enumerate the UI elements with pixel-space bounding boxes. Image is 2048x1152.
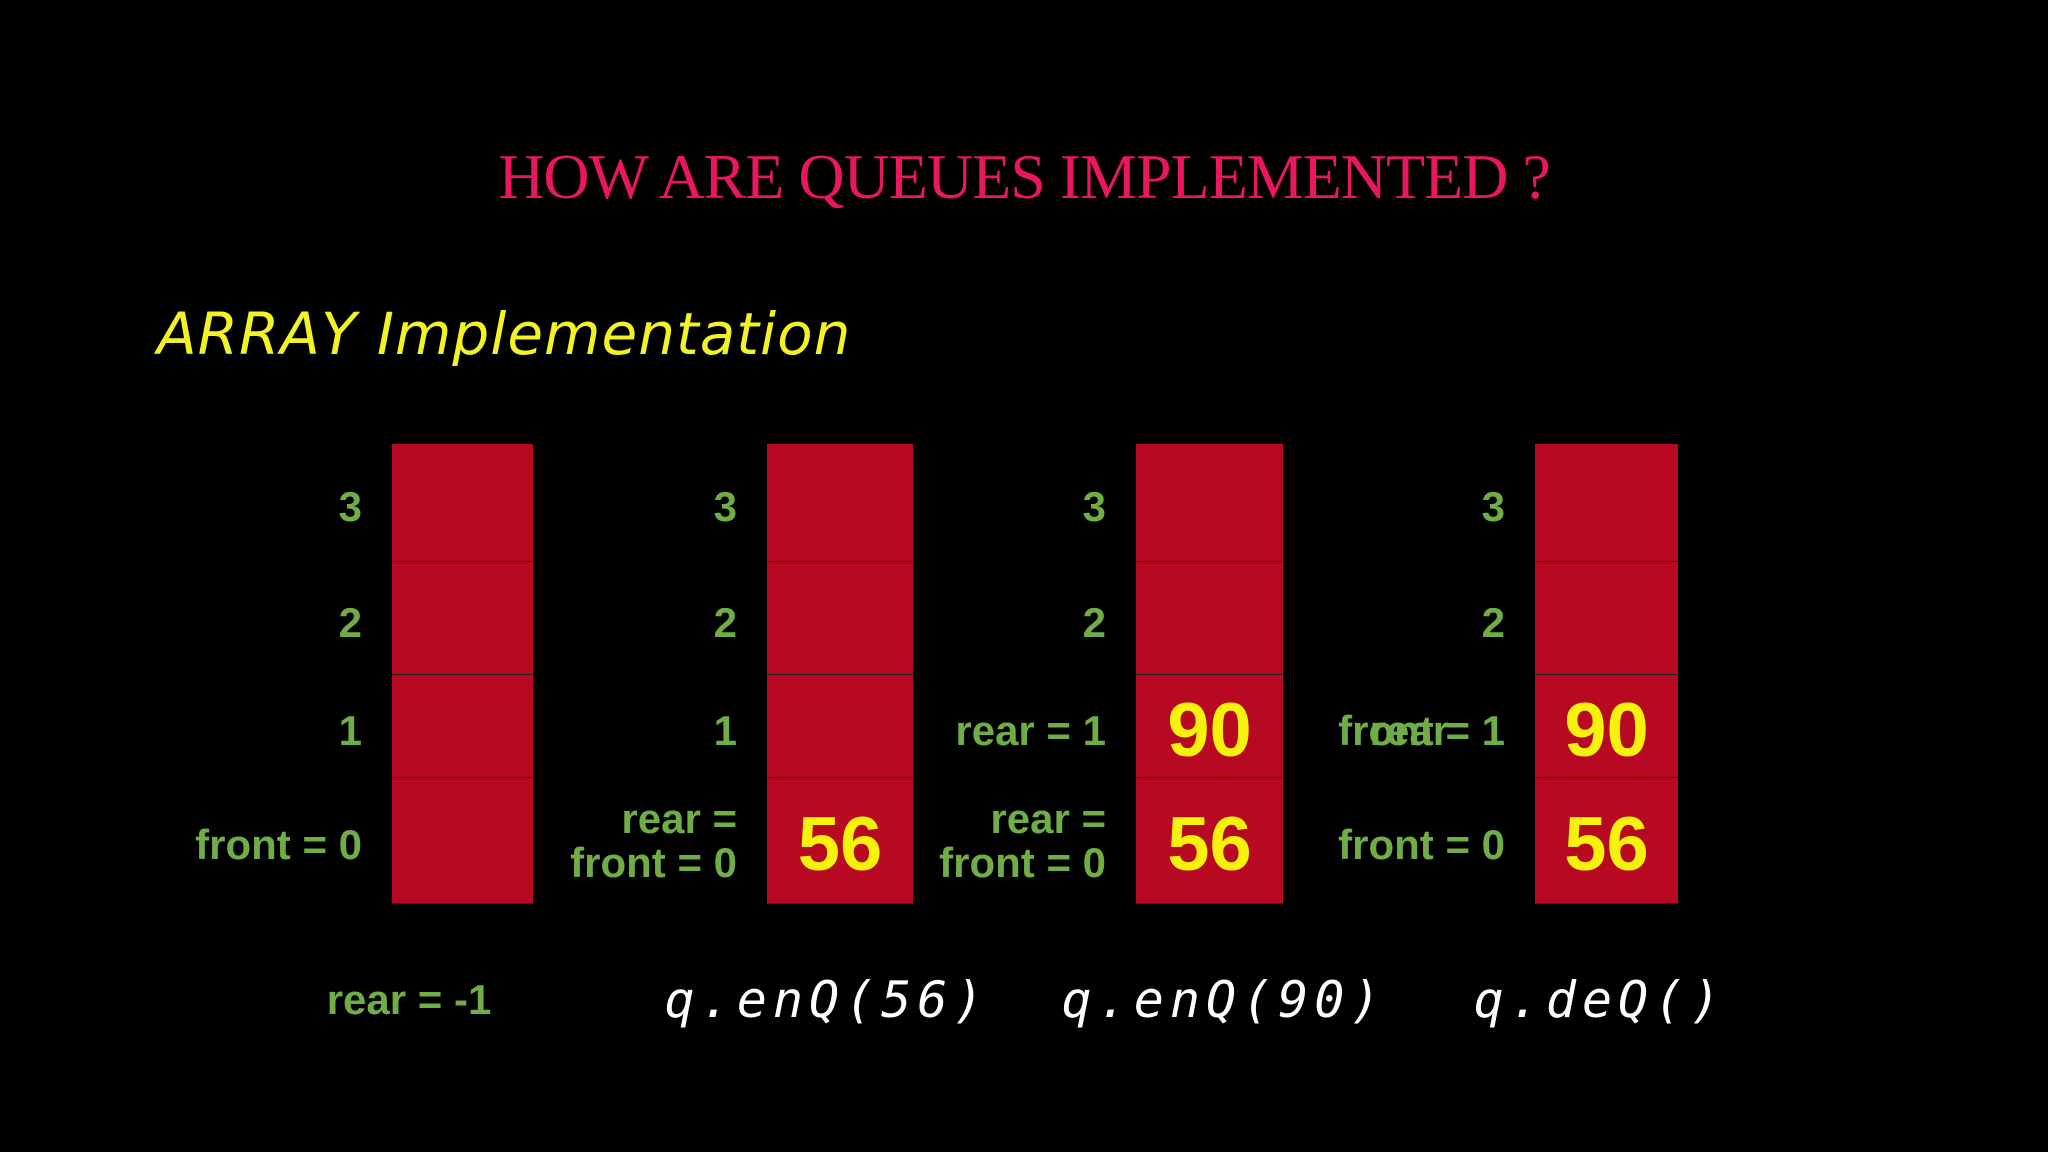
caption: q.enQ(56) — [664, 971, 990, 1029]
row-label: 1 — [713, 706, 737, 754]
row-label: 3 — [338, 483, 362, 530]
array-cell — [1136, 675, 1283, 778]
subtitle: ARRAY Implementation — [157, 300, 852, 368]
row-label: 2 — [713, 598, 737, 646]
array-cell — [392, 444, 533, 562]
row-label: rear = — [990, 795, 1106, 842]
array-cell — [392, 778, 533, 904]
cell-value: 56 — [1564, 802, 1649, 887]
row-label: front = 0 — [195, 821, 362, 868]
row-label: 2 — [1481, 598, 1505, 646]
row-label: front = 0 — [939, 839, 1106, 886]
row-label: front = 0 — [1338, 821, 1505, 868]
array-cell — [1535, 675, 1678, 778]
array-cell — [767, 562, 913, 675]
array-cell — [1136, 444, 1283, 562]
row-label: 3 — [713, 483, 737, 530]
row-label: front = 1 rear — [1338, 706, 1505, 754]
cell-value: 56 — [797, 802, 883, 887]
row-label: 3 — [1481, 483, 1505, 530]
row-label: rear = — [621, 795, 737, 842]
caption: q.enQ(90) — [1061, 971, 1387, 1029]
caption: q.deQ() — [1473, 971, 1727, 1029]
cell-value: 56 — [1167, 802, 1252, 887]
array-cell — [392, 675, 533, 778]
cell-value: 90 — [1167, 687, 1252, 773]
row-label: rear = 1 — [955, 706, 1106, 754]
row-label: 2 — [1082, 598, 1106, 646]
array-cell — [767, 778, 913, 904]
array-cell — [1535, 444, 1678, 562]
row-label: front = 0 — [570, 839, 737, 886]
array-cell — [1136, 778, 1283, 904]
row-label: 2 — [338, 598, 362, 646]
row-label: 3 — [1082, 483, 1106, 530]
array-cell — [767, 444, 913, 562]
slide-title: HOW ARE QUEUES IMPLEMENTED ? — [498, 141, 1551, 212]
row-label: 1 — [338, 706, 362, 754]
array-cell — [392, 562, 533, 675]
array-cell — [1535, 562, 1678, 675]
overlay-label: rear — [1369, 706, 1450, 754]
array-cell — [1136, 562, 1283, 675]
array-cell — [1535, 778, 1678, 904]
array-cell — [767, 675, 913, 778]
cell-value: 90 — [1564, 687, 1649, 773]
caption: rear = -1 — [326, 976, 492, 1023]
